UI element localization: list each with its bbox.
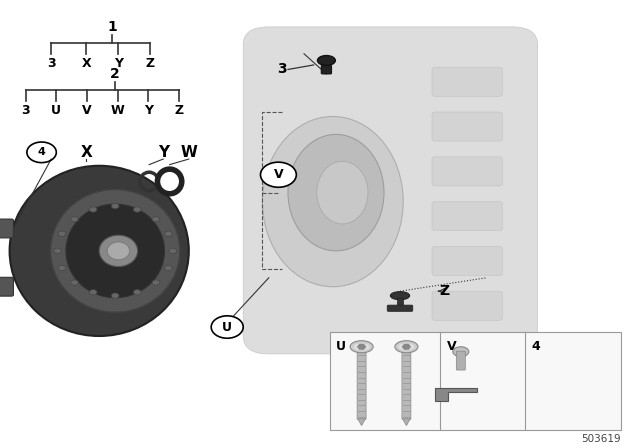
Text: 503619: 503619	[581, 434, 621, 444]
Circle shape	[90, 289, 97, 295]
Text: 4: 4	[531, 340, 540, 353]
Circle shape	[111, 203, 119, 209]
FancyBboxPatch shape	[432, 246, 502, 276]
Circle shape	[211, 316, 243, 338]
FancyBboxPatch shape	[432, 291, 502, 320]
Ellipse shape	[317, 56, 335, 65]
Polygon shape	[358, 419, 365, 426]
FancyBboxPatch shape	[357, 350, 366, 419]
Circle shape	[152, 280, 160, 285]
Ellipse shape	[66, 204, 164, 297]
FancyBboxPatch shape	[432, 157, 502, 186]
Text: W: W	[180, 145, 197, 160]
Ellipse shape	[99, 235, 138, 267]
Circle shape	[58, 265, 66, 271]
Circle shape	[169, 248, 177, 254]
Circle shape	[70, 216, 78, 222]
Text: 1: 1	[107, 20, 117, 34]
Ellipse shape	[353, 343, 370, 350]
Ellipse shape	[398, 343, 415, 350]
Text: 3: 3	[276, 62, 287, 77]
FancyBboxPatch shape	[432, 67, 502, 96]
FancyBboxPatch shape	[0, 219, 13, 238]
Text: 3: 3	[21, 104, 30, 117]
Circle shape	[111, 293, 119, 298]
Polygon shape	[403, 345, 410, 349]
FancyBboxPatch shape	[321, 65, 332, 74]
Ellipse shape	[317, 161, 368, 224]
Circle shape	[90, 207, 97, 212]
Text: U: U	[222, 320, 232, 334]
Ellipse shape	[10, 166, 189, 336]
Ellipse shape	[350, 340, 373, 353]
Ellipse shape	[390, 292, 410, 300]
Polygon shape	[358, 345, 365, 349]
Ellipse shape	[453, 347, 468, 357]
Text: V: V	[273, 168, 284, 181]
FancyBboxPatch shape	[456, 351, 465, 370]
Polygon shape	[403, 419, 410, 426]
Text: W: W	[111, 104, 125, 117]
Circle shape	[152, 216, 160, 222]
Text: 2: 2	[110, 67, 120, 81]
Ellipse shape	[395, 340, 418, 353]
Text: Z: Z	[175, 104, 184, 117]
Text: Z: Z	[146, 57, 155, 70]
Circle shape	[133, 289, 141, 295]
Text: 3: 3	[47, 57, 56, 70]
Circle shape	[164, 231, 172, 237]
FancyBboxPatch shape	[432, 112, 502, 141]
Circle shape	[133, 207, 141, 212]
Circle shape	[70, 280, 78, 285]
FancyBboxPatch shape	[432, 202, 502, 231]
Ellipse shape	[51, 190, 180, 312]
Text: V: V	[447, 340, 456, 353]
FancyBboxPatch shape	[397, 298, 403, 307]
Circle shape	[260, 162, 296, 187]
Text: X: X	[81, 57, 92, 70]
Text: Y: Y	[157, 145, 169, 160]
Ellipse shape	[262, 116, 403, 287]
Text: X: X	[81, 145, 92, 160]
Text: V: V	[82, 104, 92, 117]
FancyBboxPatch shape	[243, 27, 538, 354]
Text: U: U	[336, 340, 346, 353]
Text: Y: Y	[144, 104, 153, 117]
Circle shape	[164, 265, 172, 271]
FancyBboxPatch shape	[387, 305, 413, 311]
Ellipse shape	[108, 242, 129, 260]
Circle shape	[58, 231, 66, 237]
Text: U: U	[51, 104, 61, 117]
Text: Z: Z	[440, 284, 450, 298]
Ellipse shape	[288, 134, 384, 251]
FancyBboxPatch shape	[402, 350, 411, 419]
Polygon shape	[435, 388, 477, 401]
Text: 4: 4	[38, 147, 45, 157]
Circle shape	[54, 248, 61, 254]
FancyBboxPatch shape	[330, 332, 621, 430]
Text: Y: Y	[114, 57, 123, 70]
FancyBboxPatch shape	[0, 277, 13, 296]
